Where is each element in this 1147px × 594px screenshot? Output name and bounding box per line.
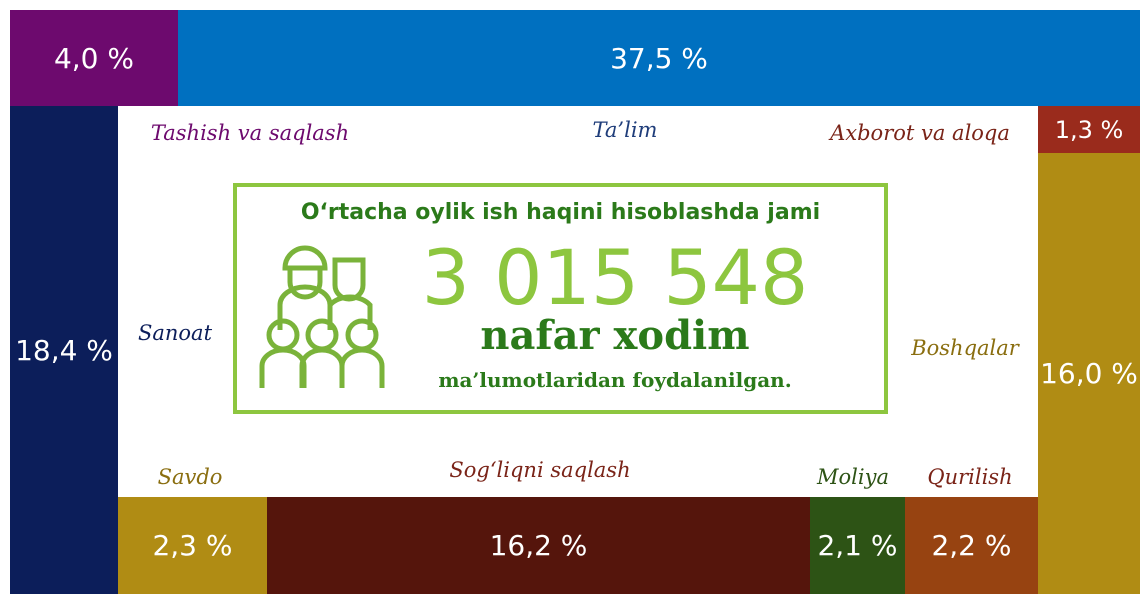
sector-block: 18,4 % <box>10 106 118 594</box>
center-footer: ma’lumotlaridan foydalanilgan. <box>438 368 792 392</box>
sector-name: Sog‘liqni saqlash <box>449 458 631 482</box>
sector-name: Tashish va saqlash <box>150 121 350 145</box>
sector-block: 16,2 % <box>267 497 810 594</box>
sector-name: Axborot va aloqa <box>830 121 1010 145</box>
sector-name: Savdo <box>157 465 223 489</box>
sector-block: 37,5 % <box>178 10 1140 106</box>
center-box <box>233 183 888 414</box>
sector-name: Qurilish <box>927 465 1013 489</box>
sector-name: Sanoat <box>137 321 213 345</box>
sector-block: 2,1 % <box>810 497 905 594</box>
sector-name: Ta’lim <box>592 118 658 142</box>
sector-block: 16,0 % <box>1038 153 1140 594</box>
center-heading: O‘rtacha oylik ish haqini hisoblashda ja… <box>300 200 821 225</box>
center-unit: nafar xodim <box>480 312 750 359</box>
sector-block: 2,2 % <box>905 497 1038 594</box>
sector-block: 2,3 % <box>118 497 267 594</box>
sector-block: 1,3 % <box>1038 106 1140 153</box>
sector-name: Moliya <box>817 465 889 489</box>
sector-name: Boshqalar <box>911 336 1019 360</box>
people-icon <box>259 245 385 388</box>
sector-block: 4,0 % <box>10 10 178 106</box>
center-number: 3 015 548 <box>421 233 809 322</box>
